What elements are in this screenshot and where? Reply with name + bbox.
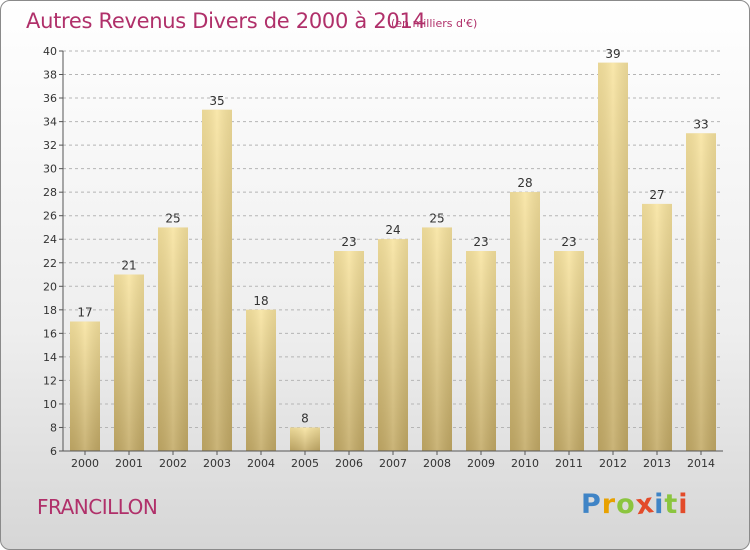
y-tick-label: 34 (43, 116, 57, 129)
bar-shade-2012 (598, 62, 628, 451)
value-label: 8 (301, 411, 309, 425)
x-tick-label: 2011 (555, 457, 583, 470)
value-label: 25 (429, 211, 444, 225)
bar-shade-2011 (554, 251, 584, 451)
x-tick-label: 2003 (203, 457, 231, 470)
bar-shade-2010 (510, 192, 540, 452)
location-label: FRANCILLON (37, 495, 158, 519)
x-tick-label: 2012 (599, 457, 627, 470)
value-label: 33 (693, 117, 708, 131)
x-tick-label: 2000 (71, 457, 99, 470)
axes: 6 8 10 12 14 16 18 20 22 24 26 28 30 32 34 36 38 40 2000 20… (43, 45, 723, 470)
y-tick-label: 22 (43, 257, 57, 270)
bar-shade-2002 (158, 227, 188, 451)
y-tick-label: 8 (50, 421, 57, 434)
value-label: 17 (77, 306, 92, 320)
logo-letter: t (664, 489, 679, 520)
chart-unit: (en milliers d'€) (391, 17, 478, 30)
value-label: 39 (605, 47, 620, 61)
logo-letter: x (633, 487, 657, 522)
bar-shade-2003 (202, 109, 232, 451)
bar-shade-2008 (422, 227, 452, 451)
x-tick-label: 2013 (643, 457, 671, 470)
value-label: 35 (209, 94, 224, 108)
bar-shade-2006 (334, 251, 364, 451)
y-tick-label: 32 (43, 139, 57, 152)
bar-shade-2004 (246, 309, 276, 451)
y-tick-label: 12 (43, 374, 57, 387)
y-tick-label: 26 (43, 210, 57, 223)
value-label: 23 (473, 235, 488, 249)
chart-title: Autres Revenus Divers de 2000 à 2014 (26, 9, 426, 33)
x-tick-label: 2001 (115, 457, 143, 470)
x-tick-label: 2008 (423, 457, 451, 470)
bar-shade-2014 (686, 133, 716, 451)
x-tick-label: 2005 (291, 457, 319, 470)
y-tick-label: 38 (43, 69, 57, 82)
bar-shade-2009 (466, 251, 496, 451)
bar-shade-2013 (642, 203, 672, 451)
x-tick-label: 2009 (467, 457, 495, 470)
value-label: 25 (165, 211, 180, 225)
x-tick-label: 2007 (379, 457, 407, 470)
y-tick-label: 28 (43, 186, 57, 199)
logo-letter: i (654, 489, 665, 520)
y-tick-label: 10 (43, 398, 57, 411)
value-label: 27 (649, 188, 664, 202)
logo-letter: P (581, 489, 602, 520)
proxiti-logo[interactable]: Proxiti (581, 487, 689, 522)
value-label: 28 (517, 176, 532, 190)
y-tick-label: 36 (43, 92, 57, 105)
bars: 17 21 25 35 18 8 23 24 25 23 28 23 39 27 33 (70, 47, 716, 452)
value-label: 23 (561, 235, 576, 249)
bar-shade-2005 (290, 427, 320, 451)
y-tick-label: 40 (43, 45, 57, 58)
bar-shade-2001 (114, 274, 144, 451)
bar-shade-2000 (70, 321, 100, 451)
y-tick-label: 24 (43, 233, 57, 246)
x-tick-label: 2004 (247, 457, 275, 470)
y-tick-label: 14 (43, 351, 57, 364)
value-label: 23 (341, 235, 356, 249)
value-label: 21 (121, 259, 136, 273)
value-label: 18 (253, 294, 268, 308)
x-tick-label: 2014 (687, 457, 715, 470)
x-tick-label: 2002 (159, 457, 187, 470)
bar-shade-2007 (378, 239, 408, 451)
value-label: 24 (385, 223, 400, 237)
x-tick-label: 2006 (335, 457, 363, 470)
y-tick-label: 16 (43, 327, 57, 340)
y-tick-label: 18 (43, 304, 57, 317)
logo-letter: i (678, 489, 689, 520)
y-tick-label: 6 (50, 445, 57, 458)
y-tick-label: 30 (43, 163, 57, 176)
logo-letter: o (616, 489, 636, 520)
x-tick-label: 2010 (511, 457, 539, 470)
y-tick-label: 20 (43, 280, 57, 293)
logo-letter: r (601, 489, 617, 520)
